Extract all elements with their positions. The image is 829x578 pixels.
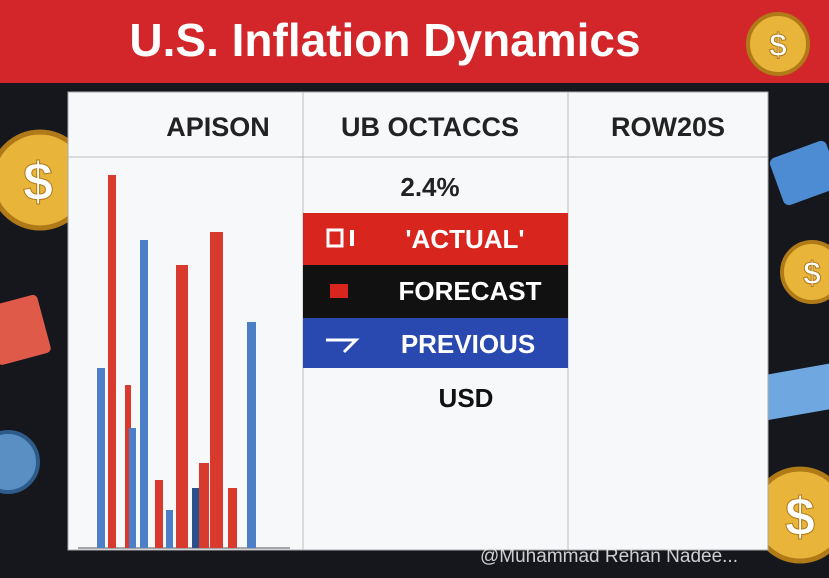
coin: $ — [0, 129, 91, 231]
row-icon — [326, 338, 360, 354]
row-label: 'ACTUAL' — [405, 224, 524, 254]
header-band — [0, 0, 829, 83]
coin: $ — [780, 240, 829, 304]
svg-text:$: $ — [23, 152, 53, 212]
coin: $ — [751, 466, 829, 564]
value-text: 2.4% — [400, 172, 459, 202]
row-label: PREVIOUS — [401, 329, 535, 359]
banknote — [769, 140, 829, 206]
row-actual — [303, 213, 568, 265]
row-label: FORECAST — [399, 276, 542, 306]
column-header: APISON — [166, 112, 270, 142]
row-icon — [350, 230, 354, 246]
svg-text:$: $ — [803, 255, 821, 291]
coin: $ — [746, 12, 810, 76]
watermark: @Muhammad Rehan Nadee... — [480, 546, 738, 567]
column-header: UB OCTACCS — [341, 112, 519, 142]
title: U.S. Inflation Dynamics — [129, 14, 640, 66]
wallet — [747, 363, 829, 422]
row-icon — [330, 284, 348, 298]
bar-decoration — [78, 175, 290, 549]
column-header: ROW20S — [611, 112, 725, 142]
row-icon — [326, 228, 344, 248]
folder — [0, 294, 51, 365]
svg-text:$: $ — [769, 27, 787, 63]
coin-blue — [0, 430, 40, 494]
unit-text: USD — [439, 383, 494, 413]
svg-text:$: $ — [785, 487, 815, 547]
row-previous — [303, 318, 568, 368]
